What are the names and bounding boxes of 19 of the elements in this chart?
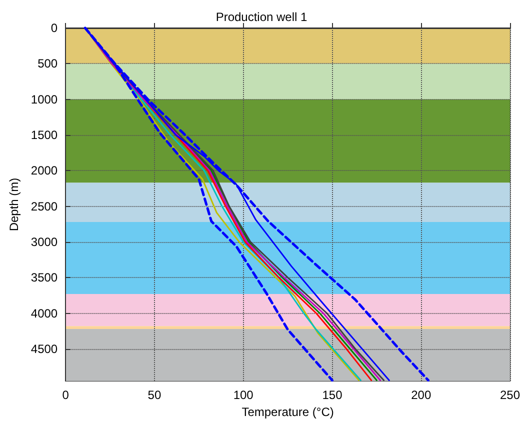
y-tick-label: 1500	[30, 128, 58, 142]
y-tick-label: 2000	[30, 164, 58, 178]
x-tick-label: 250	[500, 388, 520, 402]
x-axis-title: Temperature (°C)	[242, 404, 334, 419]
x-tick-label: 150	[322, 388, 343, 402]
chart-title: Production well 1	[216, 10, 308, 24]
y-axis-title: Depth (m)	[7, 178, 21, 232]
x-tick-label: 50	[148, 388, 162, 402]
y-tick-label: 4500	[30, 342, 58, 356]
y-tick-label: 1000	[30, 92, 58, 106]
y-tick-label: 0	[50, 21, 58, 35]
y-tick-label: 2500	[30, 199, 58, 214]
x-tick-label: 200	[411, 388, 432, 402]
x-tick-label: 100	[233, 388, 254, 402]
y-tick-label: 500	[38, 56, 58, 71]
y-tick-label: 3500	[30, 270, 58, 285]
y-tick-label: 4000	[30, 306, 58, 320]
x-tick-label: 0	[62, 388, 70, 402]
y-tick-label: 3000	[30, 234, 58, 249]
